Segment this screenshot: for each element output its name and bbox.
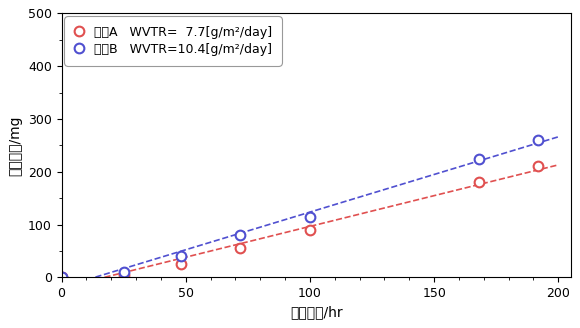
X-axis label: 処理時間/hr: 処理時間/hr xyxy=(290,306,342,320)
Y-axis label: 増加質量/mg: 増加質量/mg xyxy=(8,115,23,175)
Legend: 試料A   WVTR=  7.7[g/m²/day], 試料B   WVTR=10.4[g/m²/day]: 試料A WVTR= 7.7[g/m²/day], 試料B WVTR=10.4[g… xyxy=(68,20,278,62)
